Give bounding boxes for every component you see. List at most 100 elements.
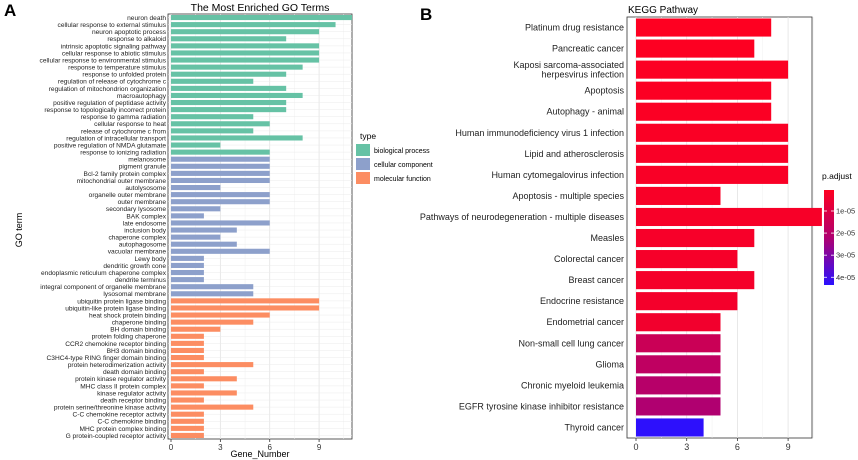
go-term-label: response to temperature stimulus [68,65,167,72]
go-term-label: cellular response to abiotic stimulus [62,50,167,57]
go-x-tick-label: 9 [317,443,322,452]
go-bar-endoplasmic-reticulum-chaperone-complex [171,269,204,276]
go-bar-bak-complex [171,213,204,219]
go-term-label: MHC class II protein complex [80,383,166,390]
go-type-legend: type biological process cellular compone… [356,131,433,184]
go-term-label: integral component of organelle membrane [40,284,166,291]
kegg-pathway-label: Breast cancer [568,275,624,285]
go-bar-protein-folding-chaperone [171,333,204,339]
kegg-bar-apoptosis [636,81,772,100]
legend-label-molecular-function: molecular function [374,176,431,183]
go-bar-positive-regulation-of-peptidase-activity [171,99,287,106]
legend-swatch-molecular-function [356,172,370,184]
kegg-x-ticks: 0 3 6 9 [633,438,791,452]
kegg-pathway-label: Kaposi sarcoma-associated herpesvirus inf… [513,60,624,80]
go-bar-ubiquitin-protein-ligase-binding [171,298,320,304]
go-bar-protein-serine-threonine-kinase-activity [171,404,254,410]
go-bar-autophagosome [171,241,237,247]
kegg-bar-egfr-tyrosine-kinase-inhibitor-resistance [636,397,721,416]
go-term-label: response to alkaloid [107,36,166,43]
kegg-bar-glioma [636,355,721,374]
go-bar-inclusion-body [171,227,237,233]
go-term-label: ubiquitin protein ligase binding [77,298,166,305]
go-bar-macroautophagy [171,92,303,99]
kegg-pathway-label: Apoptosis [584,86,624,96]
kegg-pathway-label: Human cytomegalovirus infection [491,170,624,180]
go-bar-positive-regulation-of-nmda-glutamate [171,142,221,148]
go-bar-response-to-alkaloid [171,36,287,42]
go-bar-mhc-protein-complex-binding [171,425,204,431]
kegg-pathway-label: Endometrial cancer [546,317,624,327]
go-bar-mitochondrial-outer-membrane [171,177,270,184]
go-term-label: regulation of intracellular transport [66,135,166,142]
go-x-tick-label: 3 [218,443,223,452]
go-term-label: BH3 domain binding [107,348,167,355]
legend-swatch-biological-process [356,144,370,156]
kegg-legend-title: p.adjust [822,171,852,181]
go-bar-heat-shock-protein-binding [171,312,270,318]
kegg-bar-platinum-drug-resistance [636,18,772,37]
go-bar-cellular-response-to-environmental-stimulus [171,57,320,63]
go-bar-bcl-2-family-protein-complex [171,170,270,176]
go-term-label: melanosome [128,157,166,164]
go-plot-area [167,13,353,440]
kegg-plot-area [626,16,813,439]
legend-label-cellular-component: cellular component [374,162,433,169]
go-bar-integral-component-of-organelle-membrane [171,284,254,290]
legend-swatch-cellular-component [356,158,370,170]
go-term-label: death receptor binding [100,397,166,404]
go-term-label: pigment granule [119,164,167,171]
go-term-label: heat shock protein binding [89,312,166,319]
go-bar-response-to-ionizing-radiation [171,149,270,155]
kegg-bar-autophagy-animal [636,102,772,121]
go-term-label: late endosome [123,220,167,227]
go-term-label: ubiquitin-like protein ligase binding [65,305,166,312]
go-term-label: kinase regulator activity [97,390,167,397]
panel-b-letter: B [420,5,432,24]
padjust-colorbar [824,190,834,285]
kegg-bar-human-immunodeficiency-virus-1-infection [636,123,789,142]
go-term-label: protein kinase regulator activity [75,376,167,383]
go-bar-dendritic-growth-cone [171,262,204,269]
kegg-bar-endocrine-resistance [636,292,738,311]
kegg-bar-apoptosis-multiple-species [636,186,721,205]
kegg-bar-endometrial-cancer [636,313,721,332]
go-bar-ccr2-chemokine-receptor-binding [171,340,204,346]
go-bar-cellular-response-to-external-stimulus [171,22,336,28]
kegg-bars [636,18,822,437]
kegg-pathway-label: Thyroid cancer [564,422,624,432]
go-bar-c-c-chemokine-receptor-activity [171,411,204,417]
go-bar-regulation-of-release-of-cytochrome-c [171,78,254,84]
kegg-pathway-label: Pathways of neurodegeneration - multiple… [420,212,625,222]
go-x-tick-label: 0 [169,443,174,452]
go-x-axis-label: Gene_Number [230,449,289,459]
go-bar-ubiquitin-like-protein-ligase-binding [171,305,320,311]
go-term-label: Bcl-2 family protein complex [84,171,167,178]
kegg-chart-title: KEGG Pathway [628,5,698,16]
go-term-label: chaperone binding [112,320,167,327]
go-term-label: release of cytochrome c from [81,128,167,135]
go-term-label: BAK complex [126,213,166,220]
go-term-label: secondary lysosome [106,206,166,213]
go-term-label: endoplasmic reticulum chaperone complex [41,270,167,277]
colorbar-tick-label: 2e-05 [836,229,855,238]
go-bar-pigment-granule [171,163,270,169]
go-term-label: response to topologically incorrect prot… [44,107,166,114]
kegg-pathway-label: Non-small cell lung cancer [518,338,624,348]
go-bar-late-endosome [171,220,270,226]
go-term-label: CCR2 chemokine receptor binding [65,341,166,348]
go-term-label: lysosomal membrane [103,291,166,298]
go-term-label: C-C chemokine binding [97,419,166,426]
kegg-x-tick-label: 3 [684,442,689,452]
go-term-label: C3HC4-type RING finger domain binding [47,355,167,362]
go-bar-neuron-apoptotic-process [171,29,320,35]
go-term-label: regulation of mitochondrion organization [49,86,167,93]
go-term-label: death domain binding [103,369,166,376]
go-x-ticks: 0 3 6 9 [169,439,322,452]
go-term-label: autolysosome [125,185,166,192]
go-term-label: regulation of release of cytochrome c [58,79,167,86]
kegg-padjust-legend: p.adjust 1e-05 2e-05 3e-05 4e-05 [822,171,855,285]
kegg-bar-non-small-cell-lung-cancer [636,334,721,353]
